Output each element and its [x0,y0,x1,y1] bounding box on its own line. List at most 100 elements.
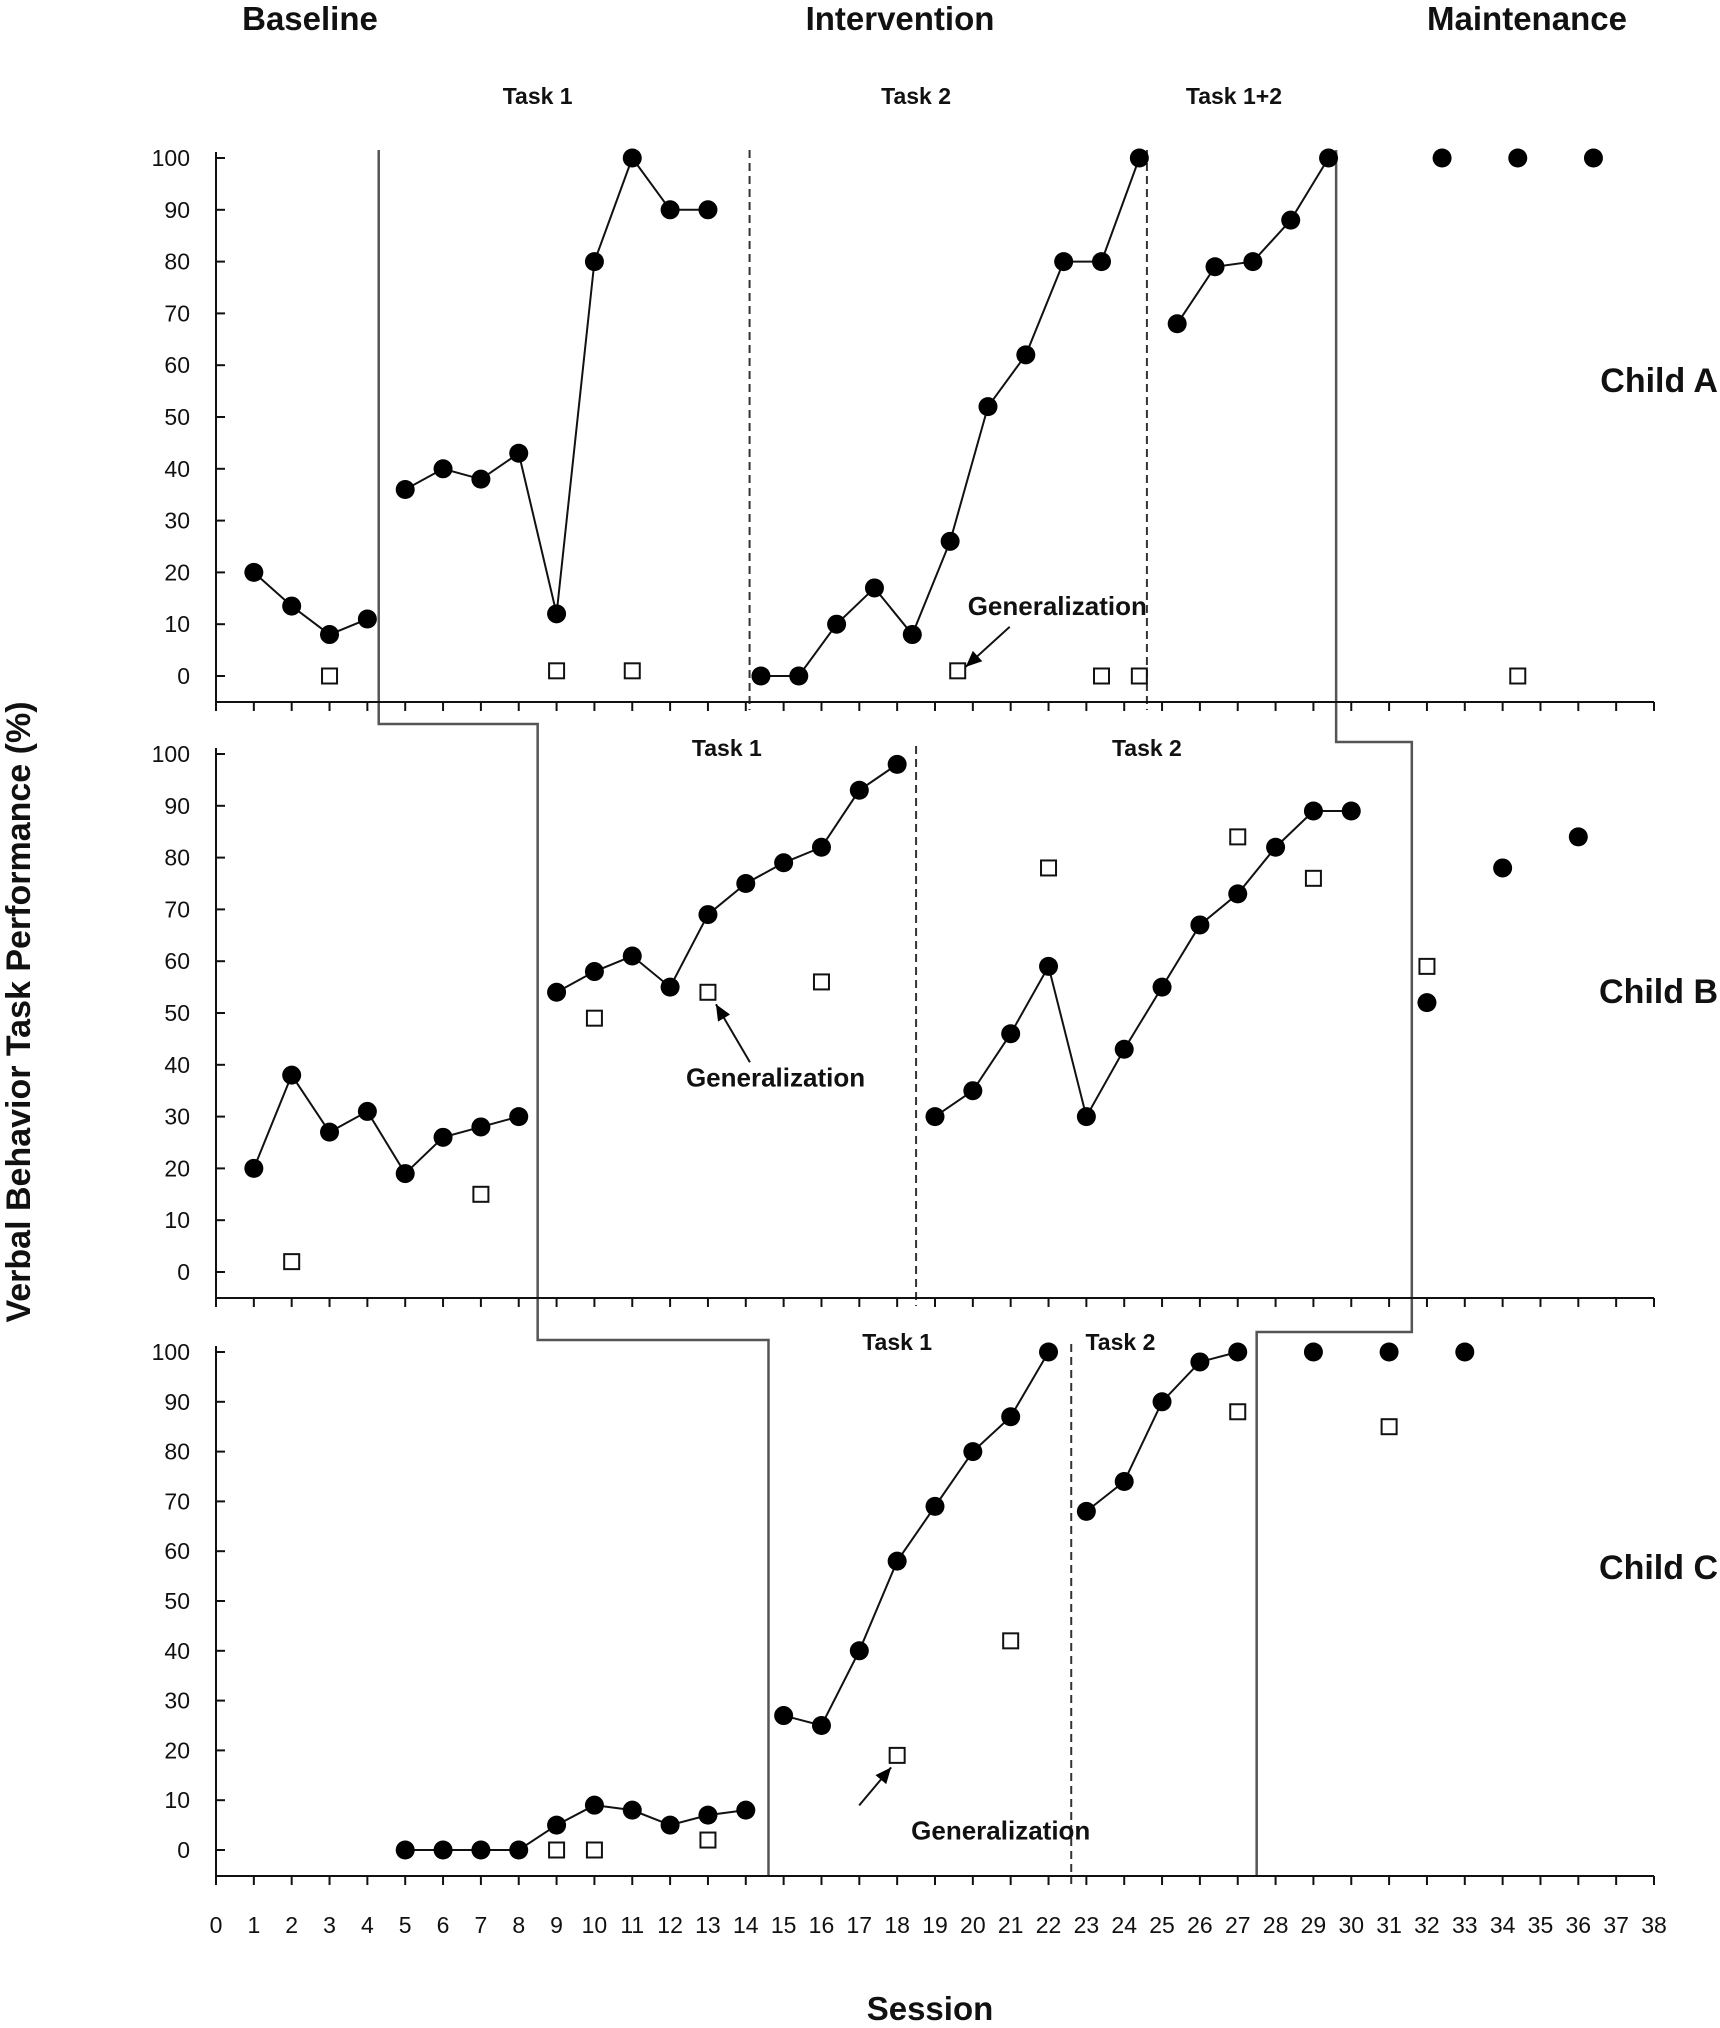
panel-2-trained-point [622,946,642,966]
x-tick-label: 8 [512,1912,525,1938]
panel-2-trained-point [1568,827,1588,847]
panel-2-y-tick-label: 90 [164,793,190,819]
panel-2-trained-line [556,763,898,994]
panel-2-trained-point [660,977,680,997]
panel-1-trained-line [1176,157,1330,325]
x-tick-label: 3 [323,1912,336,1938]
panel-1-generalization-point [1130,667,1148,685]
panel-1-generalization-point [949,662,967,680]
panel-3-y-tick-label: 30 [164,1688,190,1714]
x-tick-label: 2 [285,1912,298,1938]
panel-1-generalization-point [1093,667,1111,685]
panel-1-generalization-point [548,662,566,680]
panel-1-trained-point [1092,252,1112,272]
panel-1-task-label: Task 2 [881,83,951,109]
x-tick-label: 0 [210,1912,223,1938]
panel-1-y-tick-label: 100 [152,145,190,171]
panel-3-trained-point [509,1840,529,1860]
panel-3-trained-point [963,1442,983,1462]
panel-2-trained-point [509,1107,529,1127]
panel-2-trained-point [925,1107,945,1127]
panel-1-generalization-point [1509,667,1527,685]
panel-3-trained-line [1085,1351,1238,1513]
panel-2-y-tick-label: 100 [152,741,190,767]
panel-2-generalization-point [1229,828,1247,846]
x-tick-label: 14 [733,1912,759,1938]
x-tick-label: 13 [695,1912,721,1938]
panel-3-trained-point [584,1795,604,1815]
panel-1-trained-point [1281,210,1301,230]
panel-3-generalization-point [585,1841,603,1859]
panel-2-trained-point [1228,884,1248,904]
panel-1-trained-point [660,200,680,220]
panel-3-trained-point [698,1805,718,1825]
panel-1-y-tick-label: 60 [164,352,190,378]
panel-1-trained-point [1129,148,1149,168]
panel-2-annotation-arrow-head [715,1004,731,1022]
x-tick-label: 9 [550,1912,563,1938]
panel-3-child-label: Child C [1599,1549,1718,1587]
axes: 0102030405060708090100010203040506070809… [152,145,1667,1938]
panel-3-trained-point [811,1716,831,1735]
panel-3-trained-point [1228,1342,1248,1362]
panel-3-trained-point [736,1800,756,1820]
x-tick-label: 36 [1566,1912,1592,1938]
panel-1-trained-point [584,252,604,272]
panel-1-trained-point [1508,148,1528,168]
x-tick-label: 20 [960,1912,986,1938]
panel-1-trained-point [1583,148,1603,168]
panel-2-y-tick-label: 20 [164,1155,190,1181]
panel-1-y-tick-label: 0 [177,663,190,689]
panel-2-trained-point [774,853,794,873]
panel-2-trained-point [1039,956,1059,976]
panel-3-generalization-point [888,1746,906,1764]
panel-3-trained-point [1039,1342,1059,1362]
panel-3-y-tick-label: 10 [164,1787,190,1813]
panel-3-annotation-label: Generalization [911,1815,1090,1845]
panel-2-trained-line [934,809,1352,1120]
x-tick-label: 10 [582,1912,608,1938]
panel-1-y-tick-label: 20 [164,559,190,585]
panel-3-y-tick-label: 100 [152,1339,190,1365]
panel-1-trained-point [1243,252,1263,272]
panel-2-y-tick-label: 40 [164,1052,190,1078]
panel-1-trained-point [978,397,998,417]
panel-2-generalization-point [699,983,717,1001]
panel-1-trained-point [902,625,922,645]
panel-3-trained-line [405,1804,746,1851]
panel-2-trained-point [1114,1039,1134,1059]
panel-2-task-label: Task 2 [1112,735,1182,761]
panel-2-trained-point [357,1101,377,1121]
panel-2-trained-point [1341,801,1361,821]
x-tick-label: 7 [474,1912,487,1938]
x-tick-label: 28 [1263,1912,1289,1938]
panel-1-y-tick-label: 10 [164,611,190,637]
panel-1-trained-point [827,614,847,634]
panel-1-y-tick-label: 50 [164,404,190,430]
panel-1-trained-line [404,155,708,615]
panel-2-trained-point [395,1164,415,1184]
panel-2-generalization-point [1304,869,1322,887]
x-tick-label: 27 [1225,1912,1251,1938]
panel-3-trained-point [395,1840,415,1860]
panel-1-annotation-arrow-head [965,650,983,667]
panel-2-trained-point [1303,801,1323,821]
panel-2-trained-point [244,1158,264,1178]
panel-2-trained-point [471,1117,491,1137]
panel-1-trained-point [244,562,264,582]
panel-2-trained-point [547,982,567,1002]
x-tick-label: 35 [1528,1912,1554,1938]
panel-1-trained-point [547,604,567,624]
panel-1-y-tick-label: 90 [164,197,190,223]
panel-3-trained-point [887,1551,907,1571]
data-series [244,148,1603,1860]
panel-3-trained-point [660,1815,680,1835]
phase-label-intervention: Intervention [806,0,995,37]
x-tick-label: 22 [1036,1912,1062,1938]
panel-1-trained-point [1167,314,1187,334]
panel-1-trained-line [253,571,368,636]
phase-label-baseline: Baseline [242,0,378,37]
panel-1-trained-point [395,480,415,500]
panel-2-trained-point [1493,858,1513,878]
y-axis-title: Verbal Behavior Task Performance (%) [0,701,38,1322]
